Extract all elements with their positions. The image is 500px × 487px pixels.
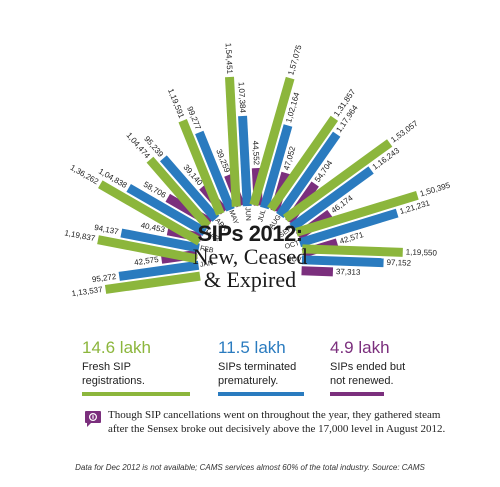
value-label-terminated-feb: 94,137 <box>94 223 120 237</box>
value-label-fresh-jun: 1,54,451 <box>224 43 235 75</box>
value-label-fresh-jul: 1,57,075 <box>286 43 303 76</box>
bar-ended-nov <box>301 266 334 277</box>
bar-fresh-jul <box>249 76 295 207</box>
stat-terminated-bar <box>218 391 304 396</box>
stat-terminated-value: 11.5 lakh <box>218 338 286 357</box>
bar-fresh-sep <box>282 139 393 223</box>
bar-fresh-jun <box>225 76 241 207</box>
stat-ended-label-1: SIPs ended but <box>330 361 406 373</box>
month-label-nov: NOV <box>286 256 302 264</box>
bar-terminated-jan <box>118 260 200 281</box>
stat-fresh: 14.6 lakh Fresh SIP registrations. <box>82 338 192 396</box>
stat-ended-label-2: not renewed. <box>330 374 394 387</box>
bar-terminated-apr <box>159 155 220 222</box>
month-label-feb: FEB <box>199 245 214 255</box>
bar-terminated-sep <box>289 166 374 232</box>
month-label-jun: JUN <box>244 207 252 221</box>
stat-ended-value: 4.9 lakh <box>330 338 390 357</box>
title-line-3: & Expired <box>203 267 297 293</box>
bar-terminated-oct <box>298 208 399 248</box>
speech-bubble-icon <box>85 411 101 427</box>
value-label-fresh-feb: 1,19,837 <box>64 228 97 243</box>
value-label-fresh-jan: 1,13,537 <box>71 285 104 298</box>
value-label-terminated-nov: 97,152 <box>386 258 411 268</box>
stat-ended: 4.9 lakh SIPs ended but not renewed. <box>330 338 420 396</box>
value-label-fresh-oct: 1,50,395 <box>419 181 452 199</box>
bar-fresh-jan <box>104 271 201 294</box>
month-label-jan: JAN <box>199 260 213 269</box>
bar-terminated-mar <box>126 184 208 236</box>
stat-fresh-label-1: Fresh SIP <box>82 361 131 373</box>
bar-terminated-may <box>195 130 235 212</box>
bar-terminated-jul <box>260 124 293 210</box>
stat-terminated: 11.5 lakh SIPs terminated prematurely. <box>218 338 308 396</box>
title-line-2: New, Ceased <box>192 244 308 270</box>
title-line-1: SIPs 2012: <box>197 221 303 246</box>
value-label-fresh-sep: 1,53,057 <box>389 119 420 145</box>
bar-terminated-jun <box>238 115 252 207</box>
month-label-jul: JUL <box>257 209 267 223</box>
stat-ended-bar <box>330 391 384 396</box>
value-label-fresh-nov: 1,19,550 <box>406 248 438 258</box>
value-label-ended-jan: 42,575 <box>134 255 160 267</box>
stat-fresh-label-2: registrations. <box>82 374 145 387</box>
stat-terminated-label-1: SIPs terminated <box>218 361 297 373</box>
stat-fresh-value: 14.6 lakh <box>82 338 151 357</box>
stat-fresh-bar <box>82 391 190 396</box>
value-label-terminated-jun: 1,07,384 <box>237 82 248 114</box>
value-label-terminated-jan: 95,272 <box>91 272 117 284</box>
bar-fresh-feb <box>97 235 198 264</box>
chart-title: SIPs 2012: New, Ceased & Expired <box>180 222 320 291</box>
stat-terminated-label-2: prematurely. <box>218 374 279 387</box>
value-label-ended-jun: 44,552 <box>251 140 261 165</box>
bar-fresh-oct <box>295 191 419 237</box>
data-source-note: Data for Dec 2012 is not available; CAMS… <box>75 463 425 472</box>
bar-fresh-mar <box>98 180 202 246</box>
bar-terminated-nov <box>301 255 384 268</box>
value-label-ended-nov: 37,313 <box>336 267 361 277</box>
bar-terminated-feb <box>120 228 200 253</box>
bar-fresh-nov <box>302 244 403 257</box>
bar-fresh-apr <box>146 156 211 229</box>
footnote-text: Though SIP cancellations went on through… <box>108 409 446 436</box>
value-label-fresh-may: 1,19,591 <box>166 87 186 120</box>
month-label-oct: OCT <box>284 240 301 251</box>
bar-terminated-aug <box>276 131 341 218</box>
bar-fresh-may <box>178 119 225 216</box>
value-label-fresh-mar: 1,36,262 <box>69 163 101 187</box>
bar-fresh-aug <box>267 115 339 212</box>
